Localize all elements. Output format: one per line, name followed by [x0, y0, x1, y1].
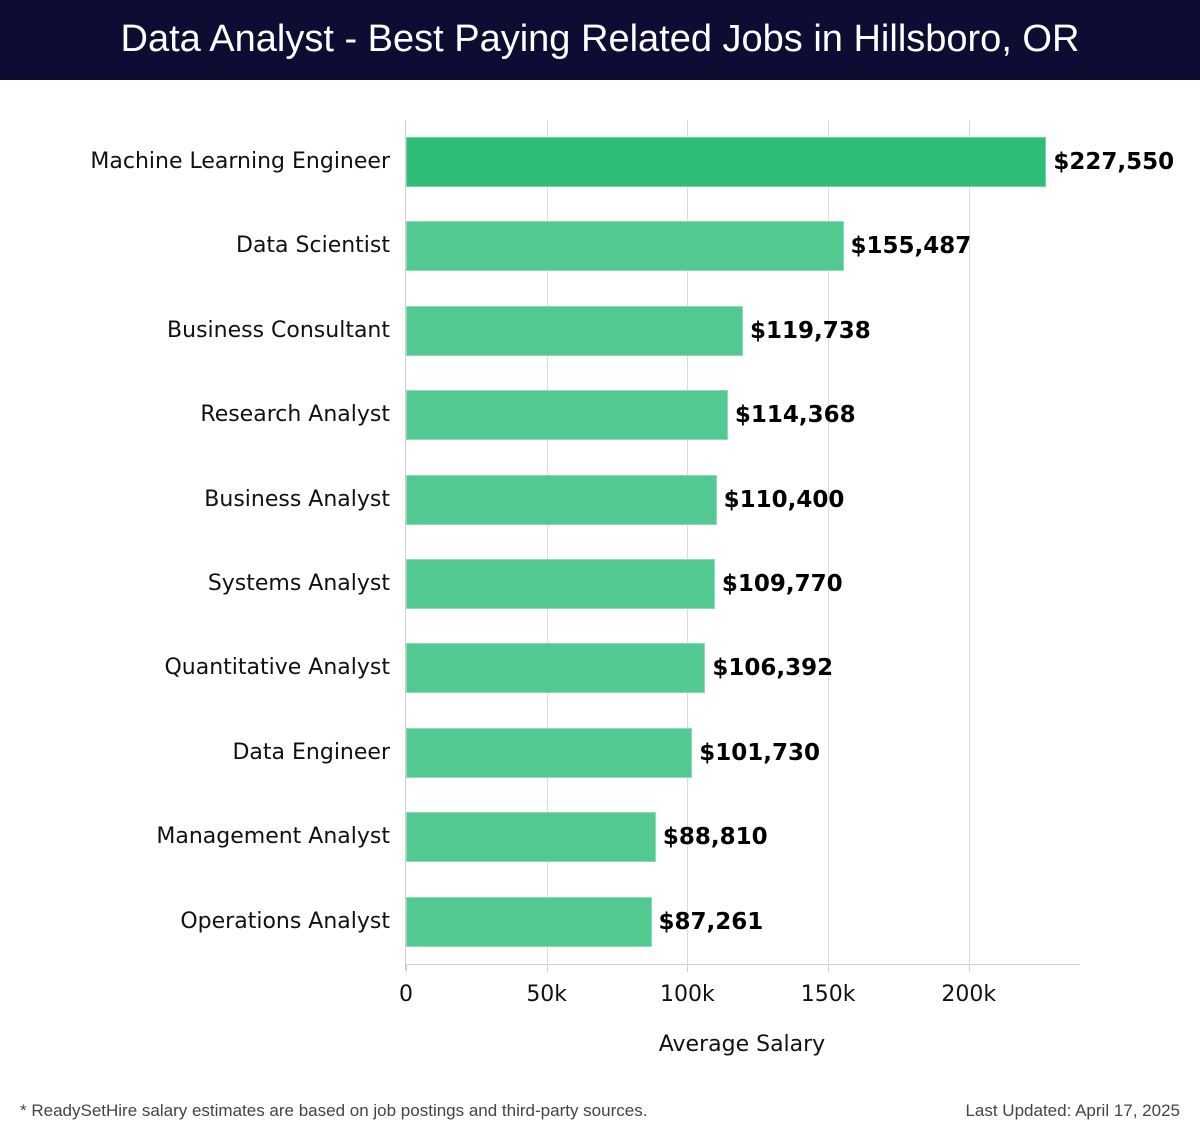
bar — [406, 559, 715, 609]
bar — [406, 137, 1047, 187]
category-label: Business Analyst — [204, 486, 390, 512]
bar — [406, 390, 728, 441]
category-label: Operations Analyst — [180, 908, 390, 934]
x-tick-label: 100k — [660, 982, 715, 1007]
bar — [406, 221, 844, 272]
value-label: $119,738 — [749, 317, 871, 344]
bar — [406, 643, 706, 694]
x-tick-label: 50k — [526, 982, 568, 1007]
y-axis-line — [405, 120, 406, 970]
x-tick — [828, 965, 830, 972]
category-label: Systems Analyst — [207, 571, 390, 596]
chart-title: Data Analyst - Best Paying Related Jobs … — [120, 18, 1080, 60]
x-tick-label: 200k — [941, 982, 997, 1007]
value-label: $101,730 — [699, 739, 821, 766]
value-label: $227,550 — [1053, 149, 1175, 175]
gridline — [828, 120, 830, 965]
gridline — [546, 120, 548, 965]
x-tick — [687, 965, 689, 972]
x-tick — [406, 965, 407, 972]
x-axis-line — [405, 964, 1080, 965]
footer-disclaimer: * ReadySetHire salary estimates are base… — [20, 1101, 648, 1120]
category-label: Management Analyst — [156, 824, 390, 850]
bar — [406, 305, 743, 356]
bar — [406, 474, 717, 525]
bar — [406, 812, 656, 863]
header-banner: Data Analyst - Best Paying Related Jobs … — [0, 0, 1200, 80]
value-label: $155,487 — [850, 233, 972, 260]
value-label: $109,770 — [721, 571, 843, 597]
category-label: Quantitative Analyst — [164, 655, 390, 681]
value-label: $87,261 — [658, 908, 764, 935]
category-label: Machine Learning Engineer — [90, 149, 390, 174]
value-label: $114,368 — [734, 402, 856, 429]
bar — [406, 896, 652, 947]
category-label: Data Engineer — [232, 739, 390, 765]
x-tick-label: 150k — [800, 982, 856, 1007]
x-axis-label: Average Salary — [658, 1032, 826, 1057]
x-tick-label: 0 — [399, 982, 413, 1007]
value-label: $106,392 — [712, 655, 834, 682]
value-label: $88,810 — [662, 824, 768, 851]
category-label: Research Analyst — [200, 402, 390, 428]
gridline — [687, 120, 689, 965]
value-label: $110,400 — [723, 486, 845, 513]
category-label: Business Consultant — [167, 317, 390, 343]
category-label: Data Scientist — [236, 233, 390, 259]
bar — [406, 727, 693, 778]
last-updated: Last Updated: April 17, 2025 — [965, 1101, 1180, 1120]
gridline — [968, 120, 970, 965]
x-tick — [546, 965, 548, 972]
x-tick — [968, 965, 970, 972]
